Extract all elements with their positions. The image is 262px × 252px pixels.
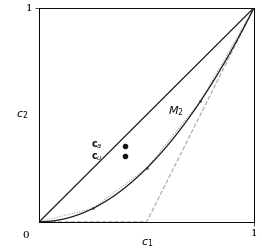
Text: $\mathbf{c}_u$: $\mathbf{c}_u$: [91, 152, 103, 163]
Text: $c_1$: $c_1$: [140, 237, 153, 249]
Text: $c_2$: $c_2$: [16, 109, 28, 120]
Text: $M_2$: $M_2$: [168, 105, 184, 118]
Text: $\mathbf{c}_a$: $\mathbf{c}_a$: [91, 139, 102, 150]
Text: 0: 0: [22, 231, 29, 240]
